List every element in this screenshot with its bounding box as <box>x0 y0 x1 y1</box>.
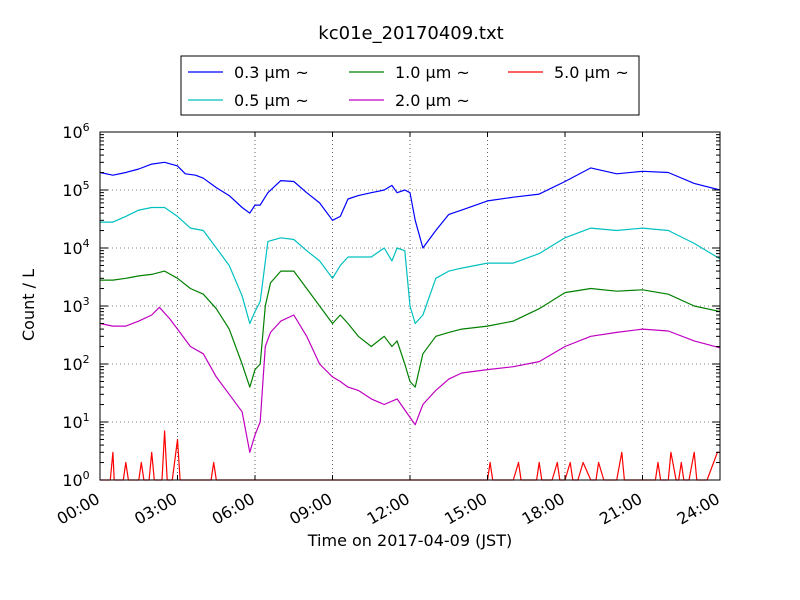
legend: 0.3 μm ~ 0.5 μm ~ 1.0 μm ~ 2.0 μm ~ 5.0 μm ~ <box>180 55 640 116</box>
y-tick-base: 10 <box>62 123 82 142</box>
y-tick-exponent: 1 <box>83 411 90 424</box>
y-tick-label: 102 <box>62 353 89 374</box>
series-line-1 <box>100 206 721 325</box>
y-tick-label: 103 <box>62 295 89 316</box>
series-line-2 <box>100 270 721 388</box>
legend-label-0: 0.3 μm ~ <box>234 63 309 82</box>
y-tick-label: 106 <box>62 121 89 142</box>
y-tick-exponent: 3 <box>83 295 90 308</box>
y-tick-label: 100 <box>62 469 89 490</box>
y-tick-label: 105 <box>62 179 89 200</box>
y-axis-label: Count / L <box>19 269 38 341</box>
y-tick-exponent: 6 <box>83 121 90 134</box>
legend-label-2: 1.0 μm ~ <box>395 63 470 82</box>
series-line-3 <box>99 306 721 453</box>
y-tick-base: 10 <box>62 413 82 432</box>
y-tick-base: 10 <box>62 239 82 258</box>
y-tick-base: 10 <box>62 471 82 490</box>
legend-label-1: 0.5 μm ~ <box>234 91 309 110</box>
y-tick-label: 104 <box>62 237 89 258</box>
y-tick-exponent: 4 <box>83 237 90 250</box>
x-axis-label: Time on 2017-04-09 (JST) <box>307 531 512 550</box>
y-tick-exponent: 0 <box>83 469 90 482</box>
y-tick-label: 101 <box>62 411 89 432</box>
legend-label-3: 2.0 μm ~ <box>395 91 470 110</box>
chart-title: kc01e_20170409.txt <box>318 23 503 44</box>
y-tick-base: 10 <box>62 297 82 316</box>
legend-label-4: 5.0 μm ~ <box>554 63 629 82</box>
gridlines <box>100 132 720 480</box>
y-tick-exponent: 2 <box>83 353 90 366</box>
y-tick-base: 10 <box>62 355 82 374</box>
y-tick-base: 10 <box>62 181 82 200</box>
series-line-0 <box>99 161 721 249</box>
legend-box <box>180 55 640 116</box>
y-tick-exponent: 5 <box>83 179 90 192</box>
